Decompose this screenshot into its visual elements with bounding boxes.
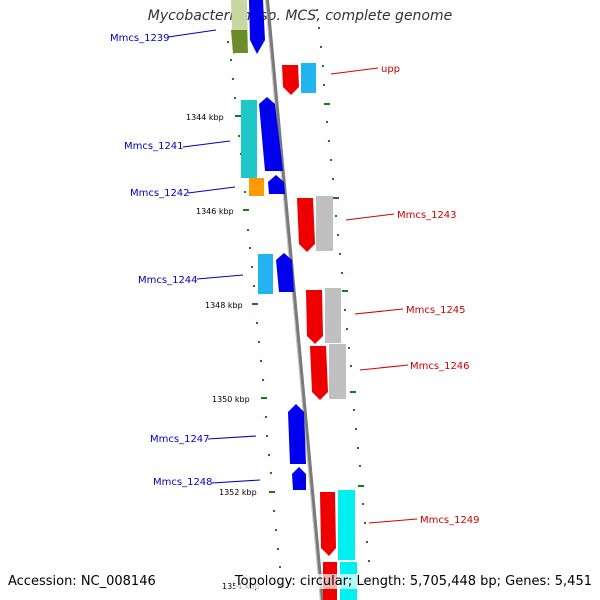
label-upp[interactable]: upp <box>381 64 400 75</box>
label-mmcs-1242[interactable]: Mmcs_1242 <box>130 188 190 199</box>
genome-backbone <box>265 0 324 600</box>
gene-mmcs-1244[interactable] <box>258 253 294 294</box>
kbp-label-1346: 1346 kbp <box>196 207 234 216</box>
right-tick-track <box>316 9 370 562</box>
right-label-leaders <box>330 67 418 524</box>
accession-text: Accession: NC_008146 <box>8 574 156 589</box>
gene-mmcs-1245[interactable] <box>306 288 341 344</box>
map-title: Mycobacterium sp. MCS, complete genome <box>147 8 453 24</box>
gene-upp[interactable] <box>282 63 316 95</box>
kbp-label-1352: 1352 kbp <box>219 488 257 497</box>
kbp-label-1350: 1350 kbp <box>212 395 250 404</box>
label-mmcs-1245[interactable]: Mmcs_1245 <box>406 305 466 316</box>
label-mmcs-1247[interactable]: Mmcs_1247 <box>150 434 210 445</box>
gene-mmcs-1248[interactable] <box>292 467 306 490</box>
left-label-leaders <box>167 29 261 484</box>
gene-mmcs-1239[interactable] <box>229 0 265 55</box>
label-mmcs-1249[interactable]: Mmcs_1249 <box>420 515 480 526</box>
gene-mmcs-1242[interactable] <box>249 178 264 196</box>
label-mmcs-1244[interactable]: Mmcs_1244 <box>138 275 198 286</box>
gene-mmcs-1247[interactable] <box>288 404 306 464</box>
gene-mmcs-1246[interactable] <box>310 344 346 400</box>
label-mmcs-1241[interactable]: Mmcs_1241 <box>124 141 184 152</box>
gene-mmcs-1241[interactable] <box>241 97 285 194</box>
kbp-label-1344: 1344 kbp <box>186 113 224 122</box>
genome-summary-text: Topology: circular; Length: 5,705,448 bp… <box>234 574 592 589</box>
genome-backbone-highlight <box>265 0 321 600</box>
gene-mmcs-1243[interactable] <box>297 196 333 252</box>
kbp-label-1348: 1348 kbp <box>205 301 243 310</box>
label-mmcs-1248[interactable]: Mmcs_1248 <box>153 477 213 488</box>
label-mmcs-1243[interactable]: Mmcs_1243 <box>397 210 457 221</box>
label-mmcs-1246[interactable]: Mmcs_1246 <box>410 361 470 372</box>
label-mmcs-1239[interactable]: Mmcs_1239 <box>110 33 170 44</box>
